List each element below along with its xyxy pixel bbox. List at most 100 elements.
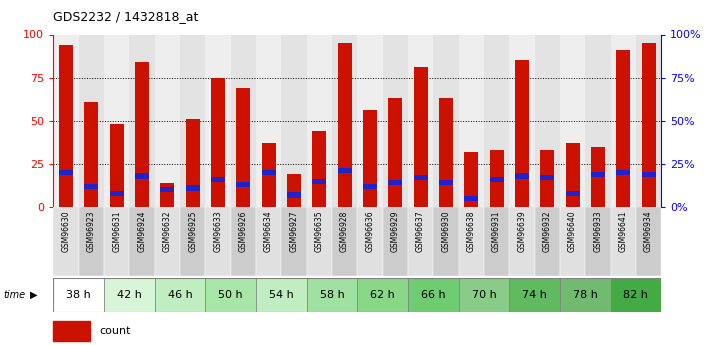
Bar: [186, 119, 200, 207]
Text: GSM96635: GSM96635: [315, 210, 324, 252]
Bar: [490, 177, 503, 182]
Bar: [540, 150, 554, 207]
Bar: [566, 190, 579, 196]
Bar: [433, 34, 459, 207]
Bar: [53, 278, 104, 312]
Bar: [282, 34, 306, 207]
Text: 82 h: 82 h: [624, 290, 648, 300]
Bar: [515, 60, 529, 207]
Bar: [85, 102, 98, 207]
Text: GSM96634: GSM96634: [264, 210, 273, 252]
Bar: [230, 207, 256, 276]
Bar: [104, 207, 129, 276]
Text: 66 h: 66 h: [421, 290, 446, 300]
Bar: [383, 207, 408, 276]
Bar: [591, 147, 605, 207]
Text: 50 h: 50 h: [218, 290, 243, 300]
Bar: [79, 207, 104, 276]
Bar: [236, 182, 250, 187]
Text: 42 h: 42 h: [117, 290, 141, 300]
Bar: [459, 278, 509, 312]
Bar: [490, 150, 503, 207]
Bar: [129, 34, 154, 207]
Text: GSM96633: GSM96633: [213, 210, 223, 252]
Bar: [566, 143, 579, 207]
Bar: [338, 168, 351, 173]
Bar: [59, 45, 73, 207]
Bar: [53, 207, 79, 276]
Bar: [611, 34, 636, 207]
Bar: [464, 152, 479, 207]
Bar: [484, 207, 509, 276]
Bar: [540, 175, 554, 180]
Text: ▶: ▶: [30, 290, 38, 300]
Bar: [484, 34, 509, 207]
Bar: [439, 180, 453, 186]
Bar: [306, 207, 332, 276]
Bar: [236, 88, 250, 207]
Bar: [230, 34, 256, 207]
Text: GSM96933: GSM96933: [594, 210, 602, 252]
Text: GSM96630: GSM96630: [61, 210, 70, 252]
Bar: [205, 278, 256, 312]
Bar: [464, 196, 479, 201]
Bar: [611, 207, 636, 276]
Bar: [262, 143, 276, 207]
Bar: [408, 34, 433, 207]
Bar: [357, 278, 408, 312]
Text: GDS2232 / 1432818_at: GDS2232 / 1432818_at: [53, 10, 198, 23]
Bar: [256, 207, 282, 276]
Bar: [79, 34, 104, 207]
Bar: [154, 278, 205, 312]
Bar: [636, 34, 661, 207]
Bar: [85, 184, 98, 189]
Bar: [388, 180, 402, 186]
Text: 46 h: 46 h: [168, 290, 193, 300]
Text: GSM96923: GSM96923: [87, 210, 96, 252]
Bar: [256, 278, 306, 312]
Bar: [459, 207, 484, 276]
Bar: [414, 67, 427, 207]
Bar: [129, 207, 154, 276]
Text: GSM96637: GSM96637: [416, 210, 425, 252]
Text: GSM96640: GSM96640: [568, 210, 577, 252]
Text: count: count: [99, 326, 130, 336]
Text: GSM96931: GSM96931: [492, 210, 501, 252]
Bar: [53, 321, 90, 341]
Text: GSM96929: GSM96929: [391, 210, 400, 252]
Bar: [104, 34, 129, 207]
Bar: [357, 34, 383, 207]
Bar: [408, 207, 433, 276]
Bar: [585, 207, 611, 276]
Bar: [363, 110, 377, 207]
Bar: [109, 124, 124, 207]
Bar: [560, 207, 585, 276]
Bar: [332, 34, 357, 207]
Bar: [338, 43, 351, 207]
Text: GSM96636: GSM96636: [365, 210, 375, 252]
Text: GSM96631: GSM96631: [112, 210, 121, 252]
Bar: [135, 62, 149, 207]
Text: GSM96924: GSM96924: [137, 210, 146, 252]
Bar: [180, 207, 205, 276]
Bar: [616, 50, 630, 207]
Bar: [616, 170, 630, 175]
Bar: [641, 43, 656, 207]
Bar: [205, 34, 230, 207]
Bar: [312, 179, 326, 184]
Bar: [154, 34, 180, 207]
Bar: [433, 207, 459, 276]
Bar: [560, 278, 611, 312]
Bar: [135, 173, 149, 179]
Text: time: time: [4, 290, 26, 300]
Text: 70 h: 70 h: [471, 290, 496, 300]
Bar: [312, 131, 326, 207]
Bar: [287, 174, 301, 207]
Text: 54 h: 54 h: [269, 290, 294, 300]
Bar: [611, 278, 661, 312]
Bar: [591, 171, 605, 177]
Text: GSM96641: GSM96641: [619, 210, 628, 252]
Bar: [306, 34, 332, 207]
Text: GSM96928: GSM96928: [340, 210, 349, 252]
Bar: [515, 173, 529, 179]
